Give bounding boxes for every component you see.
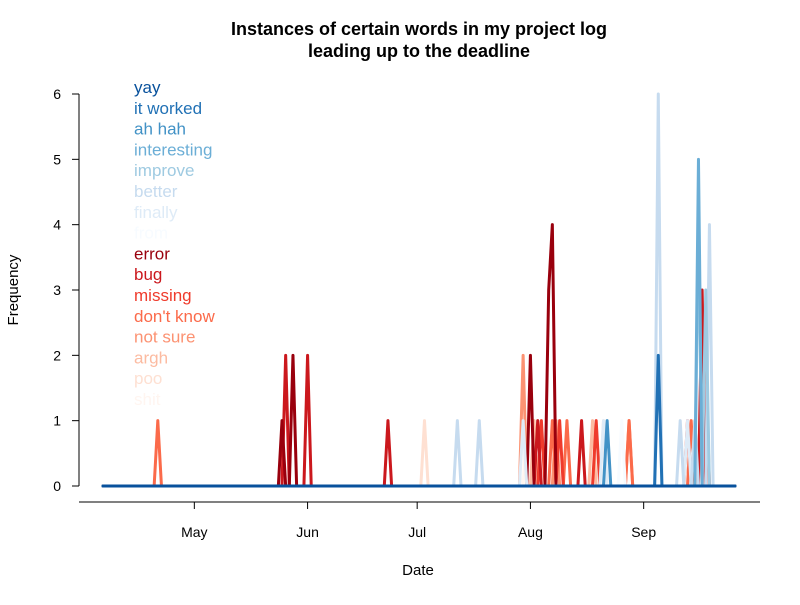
y-tick-label: 3: [53, 282, 61, 298]
legend-entry-it-worked: it worked: [134, 99, 202, 118]
series-line-not-sure: [101, 353, 737, 488]
legend-entry-bug: bug: [134, 265, 162, 284]
y-tick-label: 4: [53, 217, 61, 233]
x-tick-label: May: [181, 524, 207, 540]
legend-entry-better: better: [134, 182, 178, 201]
series-line-it-worked: [101, 353, 737, 488]
y-tick-label: 0: [53, 478, 61, 494]
legend-entry-poo: poo: [134, 369, 162, 388]
y-axis-label: Frequency: [5, 254, 22, 325]
legend-entry-from: from: [134, 224, 168, 243]
y-tick-label: 1: [53, 413, 61, 429]
legend-entry-don-t-know: don't know: [134, 307, 215, 326]
legend-entry-yay: yay: [134, 78, 161, 97]
legend-entry-error: error: [134, 244, 170, 263]
series-line-missing: [101, 353, 737, 488]
legend-entry-not-sure: not sure: [134, 328, 195, 347]
series-line-from: [101, 419, 737, 488]
chart-title-line-1: Instances of certain words in my project…: [231, 19, 607, 39]
legend-entry-finally: finally: [134, 203, 178, 222]
chart-title-group: Instances of certain words in my project…: [231, 19, 607, 61]
series-line-error: [101, 223, 737, 488]
series-line-poo: [101, 419, 737, 488]
y-tick-label: 6: [53, 86, 61, 102]
legend-entry-interesting: interesting: [134, 140, 212, 159]
y-tick-label: 2: [53, 347, 61, 363]
legend-entry-argh: argh: [134, 348, 168, 367]
x-tick-label: Aug: [518, 524, 543, 540]
series-lines: [101, 92, 737, 488]
series-line-ah-hah: [101, 419, 737, 488]
series-line-shit: [101, 419, 737, 488]
x-tick-label: Jun: [296, 524, 319, 540]
legend-entry-improve: improve: [134, 161, 194, 180]
series-line-argh: [101, 419, 737, 488]
legend-entry-shit: shit: [134, 390, 161, 409]
axes: 0 1 2 3 4 5 6 May Jun Jul Aug Sep: [53, 86, 760, 540]
legend-entry-missing: missing: [134, 286, 192, 305]
series-line-finally: [101, 419, 737, 488]
x-tick-label: Jul: [408, 524, 426, 540]
series-line-don-t-know: [101, 419, 737, 488]
y-tick-label: 5: [53, 151, 61, 167]
series-line-improve: [101, 223, 737, 488]
chart-title-line-2: leading up to the deadline: [308, 41, 530, 61]
legend-entry-ah-hah: ah hah: [134, 120, 186, 139]
x-axis-label: Date: [402, 562, 434, 579]
x-tick-label: Sep: [631, 524, 656, 540]
